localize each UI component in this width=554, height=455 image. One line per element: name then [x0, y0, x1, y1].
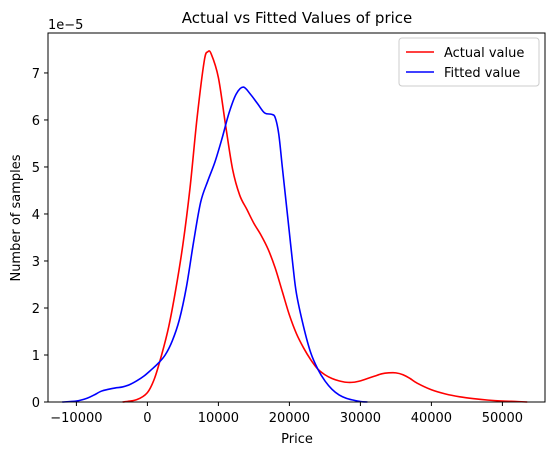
x-axis-label: Price [281, 432, 313, 447]
y-tick-label: 1 [32, 349, 40, 364]
series-line-fitted [62, 86, 368, 403]
x-tick-label: 10000 [198, 411, 239, 426]
x-tick-label: 50000 [482, 411, 523, 426]
legend-box [398, 37, 540, 87]
series-line-actual [122, 50, 528, 403]
y-tick-label: 7 [32, 67, 40, 82]
x-tick-label: 20000 [269, 411, 310, 426]
y-tick-label: 4 [32, 208, 40, 223]
x-tick-label: −10000 [50, 411, 102, 426]
axes-layer: −10000 0 10000 20000 30000 40000 50000 0 1 2 3 4 5 6 7 [32, 32, 546, 426]
y-tick-label: 0 [32, 396, 40, 411]
y-tick-label: 3 [32, 255, 40, 270]
legend-label: Fitted value [444, 66, 520, 81]
legend: Actual value Fitted value [398, 37, 540, 87]
x-tick-label: 0 [143, 411, 151, 426]
legend-label: Actual value [444, 46, 524, 61]
series-layer [62, 50, 528, 403]
x-tick-label: 30000 [340, 411, 381, 426]
y-tick-label: 2 [32, 302, 40, 317]
y-scale-label: 1e−5 [48, 18, 83, 33]
plot-frame [47, 32, 546, 403]
y-tick-label: 6 [32, 114, 40, 129]
x-tick-label: 40000 [411, 411, 452, 426]
y-axis-label: Number of samples [9, 154, 24, 281]
chart-title: Actual vs Fitted Values of price [182, 9, 413, 27]
y-tick-label: 5 [32, 161, 40, 176]
